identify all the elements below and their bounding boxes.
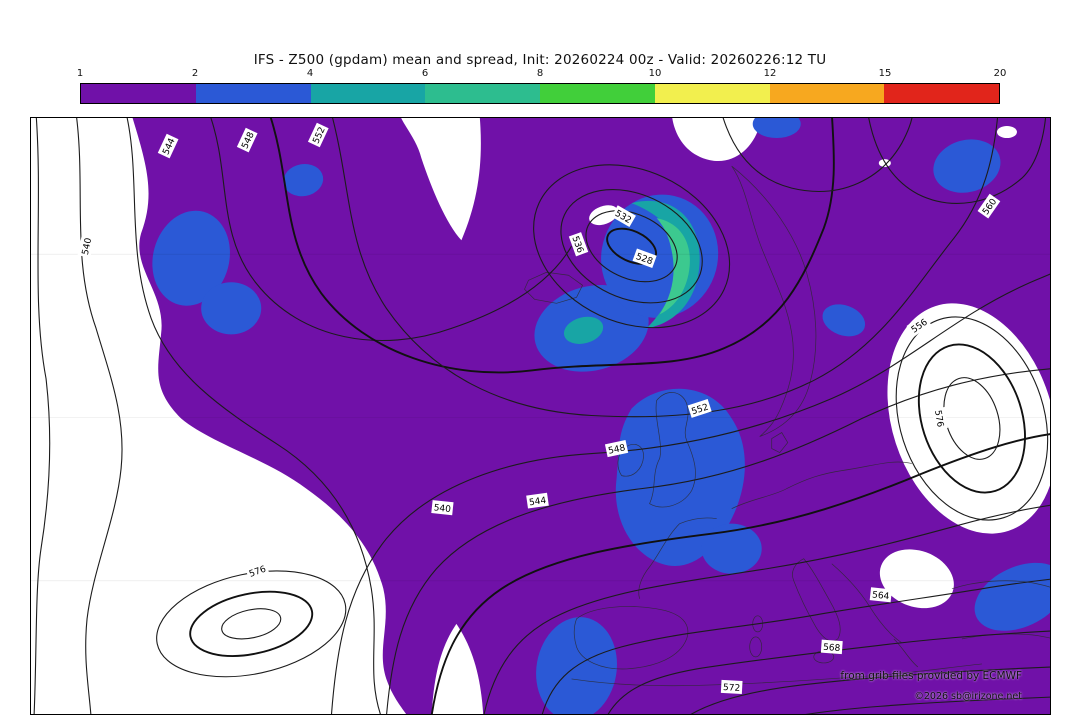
contour-label: 544 [526, 492, 549, 509]
colorbar-tick: 15 [878, 68, 892, 79]
colorbar-segment [310, 84, 426, 103]
mean-contour-lines [33, 118, 1050, 714]
map-frame: 540 544 548 552 528 532 536 540 544 548 552 556 560 5… [30, 117, 1051, 715]
svg-text:540: 540 [81, 237, 94, 256]
contour-label: 564 [869, 587, 892, 603]
colorbar-segments [80, 83, 1000, 104]
colorbar: 1 2 4 6 8 10 12 15 20 [76, 68, 1007, 104]
svg-text:540: 540 [433, 503, 451, 515]
colorbar-segment [884, 84, 999, 103]
contour-label: 540 [431, 500, 454, 516]
spread-teal-green-regions [563, 200, 700, 344]
svg-text:544: 544 [529, 496, 548, 508]
svg-text:572: 572 [723, 683, 741, 694]
svg-text:568: 568 [823, 643, 841, 654]
colorbar-tick: 12 [763, 68, 777, 79]
spread-blue-regions [152, 118, 1050, 714]
colorbar-segment [195, 84, 311, 103]
colorbar-tick: 10 [648, 68, 662, 79]
credit-copyright: ©2026 sb@irizone.net [914, 691, 1022, 702]
contour-label: 548 [604, 439, 629, 458]
coastlines [524, 165, 1050, 687]
credits: from grib files provided by ECMWF ©2026 … [840, 670, 1022, 702]
colorbar-tick: 2 [191, 68, 199, 79]
colorbar-tick: 20 [993, 68, 1007, 79]
colorbar-tick: 8 [536, 68, 544, 79]
svg-text:564: 564 [872, 590, 890, 602]
colorbar-tick: 4 [306, 68, 314, 79]
contour-label: 540 [77, 234, 95, 258]
colorbar-tick: 1 [76, 68, 84, 79]
graticule [31, 253, 1050, 582]
contour-label: 572 [720, 679, 743, 695]
svg-text:548: 548 [607, 443, 626, 456]
svg-text:576: 576 [932, 409, 945, 428]
colorbar-segment [769, 84, 885, 103]
chart-title: IFS - Z500 (gpdam) mean and spread, Init… [253, 52, 827, 68]
colorbar-tick: 6 [421, 68, 429, 79]
credit-ecmwf: from grib files provided by ECMWF [840, 670, 1022, 682]
colorbar-segment [654, 84, 770, 103]
contour-label: 576 [931, 407, 949, 430]
colorbar-segment [81, 84, 196, 103]
colorbar-ticks: 1 2 4 6 8 10 12 15 20 [76, 68, 1007, 83]
colorbar-segment [540, 84, 655, 103]
colorbar-segment [425, 84, 540, 103]
contour-label: 568 [820, 639, 843, 655]
